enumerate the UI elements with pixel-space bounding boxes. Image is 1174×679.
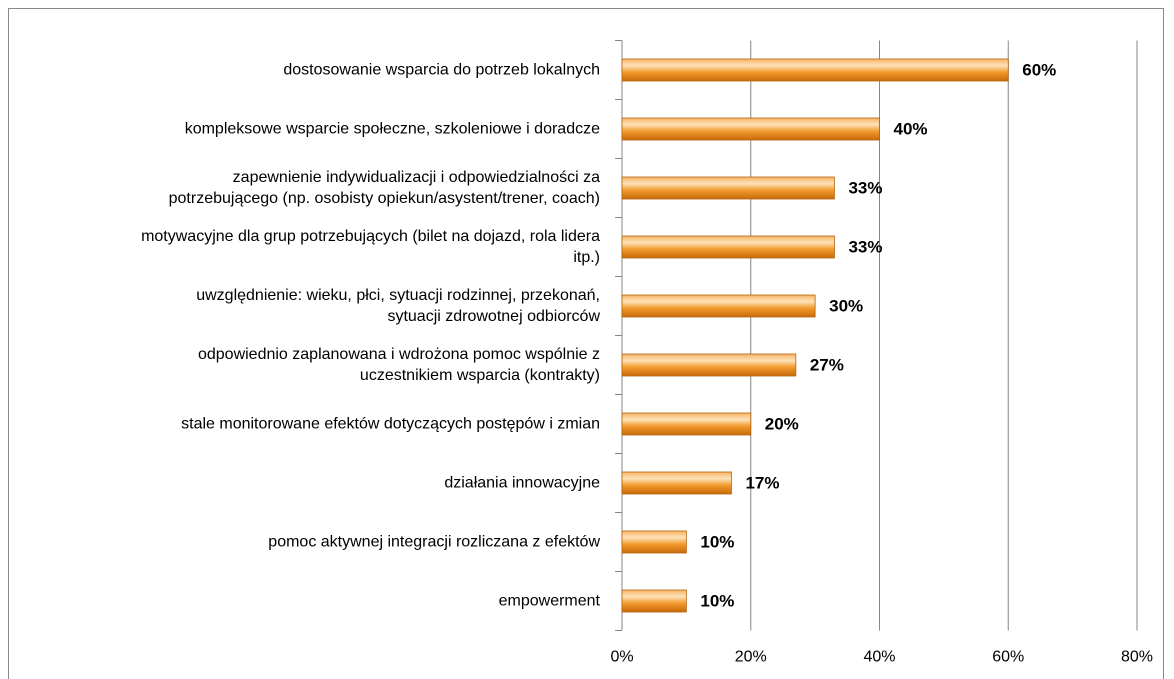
y-tick-label: stale monitorowane efektów dotyczących p…	[181, 415, 600, 433]
y-tick-label: empowerment	[498, 592, 600, 610]
data-label: 17%	[745, 473, 779, 492]
bar	[621, 412, 752, 436]
bar	[621, 471, 732, 495]
bar	[621, 117, 880, 141]
bar	[621, 353, 797, 377]
y-tick-label: uwzględnienie: wieku, płci, sytuacji rod…	[196, 287, 600, 325]
bar	[621, 176, 835, 200]
data-label: 27%	[810, 355, 844, 374]
x-tick-label: 0%	[610, 649, 633, 666]
bar	[621, 58, 1009, 82]
data-label: 60%	[1022, 60, 1056, 79]
x-tick-label: 40%	[863, 649, 895, 666]
y-tick-label: dostosowanie wsparcia do potrzeb lokalny…	[283, 61, 600, 79]
data-label: 10%	[700, 532, 734, 551]
bar	[621, 235, 835, 259]
bar	[621, 589, 687, 613]
y-tick-label: zapewnienie indywidualizacji i odpowiedz…	[168, 169, 600, 207]
y-tick-label: działania innowacyjne	[444, 474, 600, 492]
y-tick-label: odpowiednio zaplanowana i wdrożona pomoc…	[197, 346, 600, 384]
y-tick-label: motywacyjne dla grup potrzebujących (bil…	[141, 228, 600, 266]
x-tick-label: 80%	[1121, 649, 1153, 666]
y-tick-label: pomoc aktywnej integracji rozliczana z e…	[268, 533, 600, 551]
data-label: 33%	[848, 178, 882, 197]
data-label: 40%	[894, 119, 928, 138]
bar	[621, 294, 816, 318]
data-label: 33%	[848, 237, 882, 256]
data-label: 20%	[765, 414, 799, 433]
data-label: 30%	[829, 296, 863, 315]
y-tick-label: kompleksowe wsparcie społeczne, szkoleni…	[184, 120, 600, 138]
x-tick-label: 20%	[735, 649, 767, 666]
chart-frame	[8, 8, 1164, 679]
bar	[621, 530, 687, 554]
x-tick-label: 60%	[992, 649, 1024, 666]
data-label: 10%	[700, 591, 734, 610]
